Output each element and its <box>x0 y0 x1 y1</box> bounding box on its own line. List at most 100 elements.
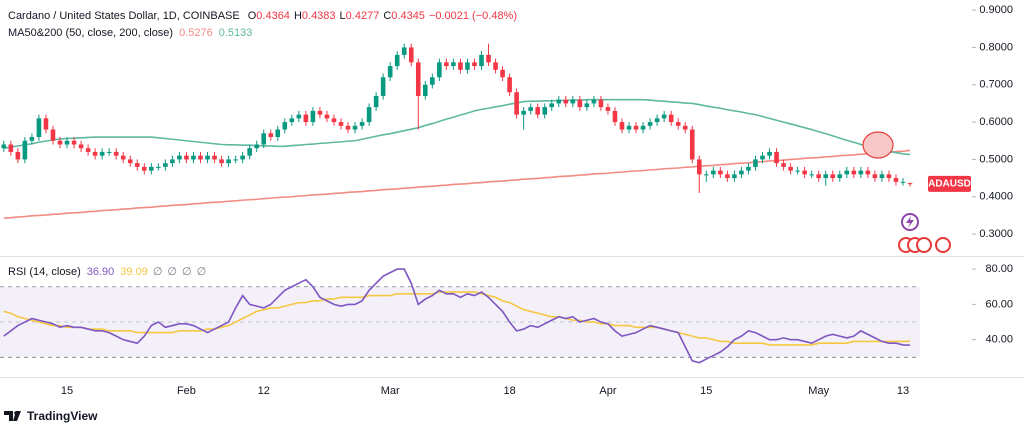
candle-body <box>226 159 231 164</box>
flag-icon[interactable] <box>935 237 951 253</box>
indicator-extra: ∅ <box>182 266 192 278</box>
candle-body <box>893 178 899 182</box>
candle-body <box>879 174 885 179</box>
candle-body <box>760 155 765 160</box>
ohlc-key: C <box>383 10 391 22</box>
candle-body <box>423 84 428 96</box>
economic-events[interactable] <box>898 237 951 253</box>
candle-body <box>268 133 274 138</box>
candle-body <box>837 174 843 179</box>
indicator-name: RSI (14, close) <box>8 266 81 278</box>
candle-body <box>647 122 653 126</box>
x-axis: 15 Feb 12 Mar 18 Apr 15 May 13 <box>61 385 909 397</box>
candle-body <box>626 125 632 130</box>
ohlc-value: 0.4345 <box>391 10 425 22</box>
candle-body <box>900 181 906 183</box>
candle-body <box>366 107 372 123</box>
candle-body <box>767 151 772 156</box>
candle-body <box>451 62 456 67</box>
candle-body <box>654 118 660 123</box>
candle-body <box>704 174 709 176</box>
candle-body <box>746 166 751 171</box>
candle-body <box>605 107 611 111</box>
candle-body <box>134 163 140 167</box>
candle-body <box>85 148 91 152</box>
candle-body <box>781 163 786 167</box>
price-pane: 0.9000 0.8000 0.7000 0.6000 0.5000 0.4000 0.30… <box>1 4 1013 240</box>
x-tick-label: Apr <box>599 385 616 397</box>
candle-body <box>401 47 407 55</box>
ohlc-value: 0.4277 <box>346 10 380 22</box>
candle-body <box>528 107 533 111</box>
candle-body <box>858 170 864 175</box>
candle-body <box>352 125 358 130</box>
candle-body <box>465 62 470 70</box>
y-tick-label: 80.00 <box>985 263 1013 275</box>
candle-body <box>317 110 323 115</box>
candle-body <box>163 163 168 167</box>
candle-body <box>205 155 210 160</box>
candle-body <box>387 66 393 78</box>
candle-body <box>247 148 252 156</box>
brand-logo: TradingView <box>4 409 98 423</box>
y-tick-label: 40.00 <box>985 334 1013 346</box>
candle-body <box>675 122 681 126</box>
candle-body <box>521 110 526 115</box>
candle-body <box>198 155 203 160</box>
change-value: −0.0021 (−0.48%) <box>429 10 517 22</box>
indicator-value: 0.5133 <box>219 27 253 39</box>
candle-body <box>177 155 182 160</box>
candle-body <box>535 107 540 115</box>
legend: Cardano / United States Dollar, 1D, COIN… <box>8 10 517 278</box>
candle-body <box>415 62 421 96</box>
candle-body <box>170 159 175 164</box>
candle-body <box>598 99 604 108</box>
candle-body <box>149 166 154 171</box>
candle-body <box>661 114 667 119</box>
candle-body <box>472 62 477 67</box>
indicator-value: 36.90 <box>87 266 115 278</box>
x-tick-label: Feb <box>177 385 196 397</box>
candle-body <box>612 110 618 123</box>
legend-line: RSI (14, close) 36.90 39.09 ∅ ∅ ∅ ∅ <box>8 266 206 278</box>
candle-body <box>408 47 414 63</box>
candle-body <box>338 122 344 126</box>
x-tick-label: 15 <box>700 385 712 397</box>
x-tick-label: 13 <box>897 385 909 397</box>
ohlc-value: 0.4364 <box>256 10 290 22</box>
candle-body <box>774 151 779 164</box>
candle-body <box>331 118 337 123</box>
candle-body <box>739 170 744 175</box>
candle-body <box>802 170 807 175</box>
candle-body <box>303 114 309 123</box>
candle-body <box>725 174 730 179</box>
x-tick-label: 12 <box>258 385 270 397</box>
x-tick-label: 15 <box>61 385 73 397</box>
candle-body <box>542 107 548 115</box>
y-tick-label: 0.5000 <box>979 153 1013 165</box>
candle-body <box>823 174 829 179</box>
candle-body <box>668 114 674 123</box>
candle-body <box>71 140 77 145</box>
candle-body <box>556 99 562 104</box>
candle-body <box>500 69 505 78</box>
candle-body <box>345 125 351 130</box>
price-tag <box>928 175 971 192</box>
legend-line: Cardano / United States Dollar, 1D, COIN… <box>8 10 517 22</box>
candle-body <box>507 77 512 93</box>
candle-body <box>191 155 196 160</box>
flag-icon[interactable] <box>916 237 932 253</box>
candle-body <box>219 159 224 164</box>
candle-body <box>584 103 590 108</box>
candle-body <box>549 103 555 108</box>
candle-body <box>619 122 625 130</box>
candle-body <box>275 129 281 138</box>
candle-body <box>816 174 821 179</box>
rsi-line <box>3 291 911 346</box>
candle-body <box>184 155 189 160</box>
lightning-icon <box>906 216 914 228</box>
logo-dot <box>14 411 18 415</box>
candle-body <box>437 62 442 78</box>
